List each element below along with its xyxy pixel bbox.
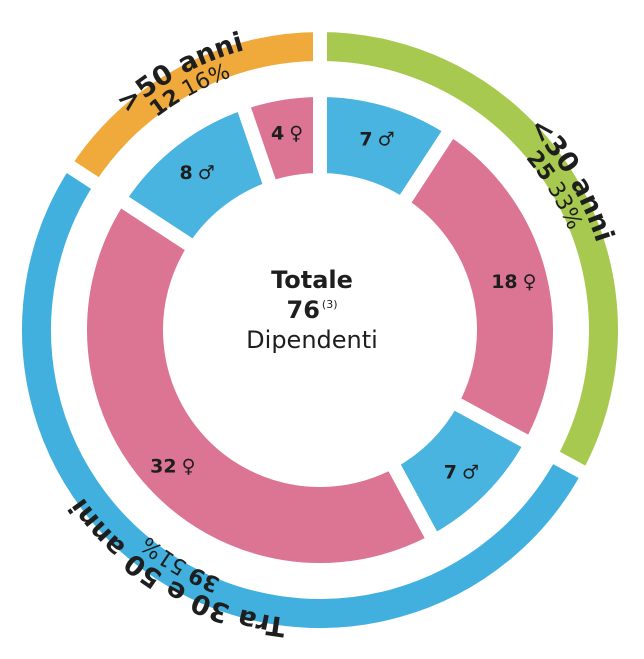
center-total: 76 (3)	[287, 296, 338, 324]
rings	[8, 17, 632, 642]
gender-symbol: ♂	[378, 128, 395, 150]
gender-value: 7	[444, 461, 457, 483]
gender-value: 18	[491, 271, 517, 293]
gender-label: 7 ♂	[444, 461, 479, 483]
gender-symbol: ♀	[182, 455, 196, 477]
gender-value: 32	[150, 455, 176, 477]
gender-label: 18 ♀	[491, 271, 536, 293]
gender-label: 8 ♂	[180, 162, 215, 184]
gender-label: 4 ♀	[271, 123, 303, 145]
gender-symbol: ♂	[462, 461, 479, 483]
gender-label: 32 ♀	[150, 455, 195, 477]
gender-label: 7 ♂	[359, 128, 394, 150]
gender-segment	[392, 119, 567, 454]
center-title: Totale	[271, 266, 353, 294]
gender-segment	[233, 82, 327, 198]
gender-value: 7	[359, 128, 372, 150]
center-label: Dipendenti	[246, 326, 378, 354]
gender-value: 4	[271, 123, 284, 145]
total-value: 76	[287, 296, 320, 324]
gender-symbol: ♂	[198, 162, 215, 184]
age-segment	[8, 153, 598, 642]
age-segment	[54, 17, 327, 197]
gender-symbol: ♀	[523, 271, 537, 293]
gender-segment	[73, 189, 444, 577]
gender-symbol: ♀	[289, 123, 303, 145]
gender-value: 8	[180, 162, 193, 184]
total-note: (3)	[322, 298, 338, 311]
